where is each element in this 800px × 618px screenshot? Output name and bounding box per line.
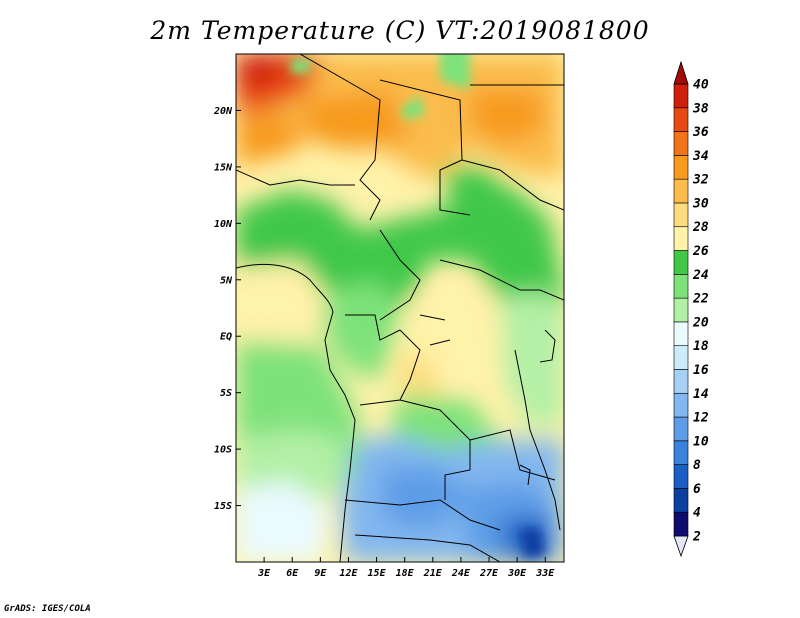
colorbar-label: 26	[692, 244, 709, 259]
lat-tick-label: 20N	[213, 106, 233, 117]
colorbar-swatch	[673, 297, 689, 323]
colorbar-swatch	[673, 535, 689, 558]
colorbar-label: 30	[692, 196, 709, 211]
colorbar-label: 14	[693, 387, 709, 402]
lat-tick-label: 15S	[214, 501, 232, 512]
colorbar-label: 36	[692, 125, 709, 140]
colorbar-swatch	[673, 345, 689, 370]
colorbar-swatch	[673, 511, 689, 537]
colorbar-label: 16	[693, 363, 709, 378]
colorbar-label: 32	[692, 173, 709, 188]
colorbar-swatch	[673, 178, 689, 204]
colorbar-swatch	[673, 464, 689, 489]
colorbar-label: 22	[692, 292, 709, 307]
colorbar-swatch	[673, 226, 689, 251]
lat-tick-label: 15N	[214, 162, 233, 173]
colorbar-swatch	[673, 131, 689, 156]
map-frame	[235, 53, 565, 563]
colorbar-label: 20	[692, 315, 709, 330]
temperature-field	[236, 54, 564, 562]
colorbar-swatch	[673, 202, 689, 228]
colorbar-swatch	[673, 392, 689, 418]
country-borders	[236, 54, 564, 562]
longitude-ticks: 3E 6E 9E 12E 15E 18E 21E 24E 27E 30E 33E	[257, 557, 555, 579]
colorbar-swatch	[673, 440, 689, 465]
colorbar-label: 4	[693, 506, 701, 521]
colorbar-swatch	[673, 274, 689, 299]
lat-tick-label: 10N	[214, 219, 233, 230]
colorbar-swatch	[673, 416, 689, 442]
colorbar-label: 6	[693, 482, 701, 497]
colorbar-label: 28	[692, 220, 709, 235]
lat-tick-label: 5N	[220, 275, 233, 286]
colorbar-swatch	[673, 488, 689, 513]
colorbar-swatch	[673, 369, 689, 394]
colorbar-swatch	[673, 107, 689, 132]
lon-tick-label: 33E	[535, 568, 555, 579]
colorbar-swatch	[673, 60, 689, 85]
chart-title: 2m Temperature (C) VT:2019081800	[150, 16, 650, 45]
colorbar-label: 12	[693, 411, 709, 426]
colorbar-swatch	[673, 155, 689, 180]
lon-tick-label: 3E	[257, 568, 271, 579]
colorbar-label: 18	[693, 339, 709, 354]
latitude-ticks: 20N 15N 10N 5N EQ 5S 10S 15S	[213, 106, 241, 512]
lat-tick-label: 10S	[214, 445, 232, 456]
lat-tick-label: EQ	[220, 332, 232, 343]
colorbar-label: 34	[692, 149, 709, 164]
lon-tick-label: 9E	[314, 568, 327, 579]
colorbar-label: 40	[693, 78, 709, 93]
colorbar-label: 8	[693, 458, 701, 473]
colorbar-label: 2	[692, 530, 701, 545]
lon-tick-label: 27E	[479, 568, 499, 579]
lat-tick-label: 5S	[220, 388, 232, 399]
lon-tick-label: 12E	[339, 568, 358, 579]
colorbar-swatch	[673, 83, 689, 109]
colorbar-label: 38	[692, 101, 709, 116]
lon-tick-label: 24E	[451, 568, 471, 579]
colorbar-swatch	[673, 321, 689, 346]
grads-credit: GrADS: IGES/COLA	[4, 604, 91, 614]
lon-tick-label: 15E	[368, 568, 387, 579]
lon-tick-label: 30E	[507, 568, 527, 579]
lon-tick-label: 21E	[423, 568, 443, 579]
colorbar-label: 24	[692, 268, 709, 283]
colorbar-label: 10	[693, 434, 709, 449]
lon-tick-label: 18E	[396, 568, 415, 579]
colorbar-swatch	[673, 250, 689, 275]
lon-tick-label: 6E	[286, 568, 299, 579]
